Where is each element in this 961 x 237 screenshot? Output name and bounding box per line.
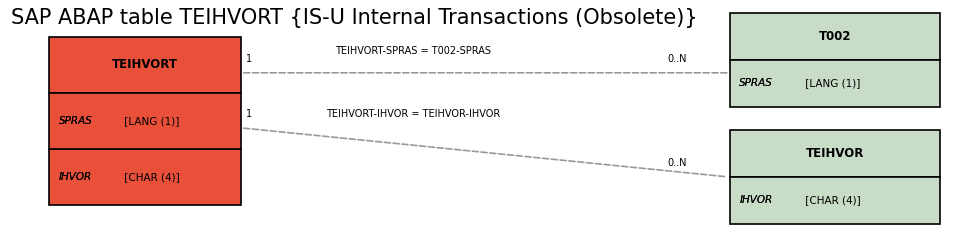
Text: [LANG (1)]: [LANG (1)] [801,78,860,88]
Text: [CHAR (4)]: [CHAR (4)] [121,172,180,182]
FancyBboxPatch shape [729,13,941,60]
Text: 0..N: 0..N [667,158,686,168]
Text: [LANG (1)]: [LANG (1)] [121,116,180,126]
Text: IHVOR: IHVOR [59,172,92,182]
Text: IHVOR: IHVOR [739,196,773,205]
Text: IHVOR: IHVOR [59,172,92,182]
Text: 0..N: 0..N [667,54,686,64]
Text: SPRAS: SPRAS [59,116,93,126]
Text: [CHAR (4)]: [CHAR (4)] [801,196,860,205]
Text: SPRAS: SPRAS [739,78,773,88]
FancyBboxPatch shape [729,60,941,107]
Text: 1: 1 [246,54,252,64]
Text: SPRAS: SPRAS [59,116,93,126]
FancyBboxPatch shape [49,36,241,93]
FancyBboxPatch shape [729,177,941,224]
Text: IHVOR: IHVOR [739,196,773,205]
Text: SAP ABAP table TEIHVORT {IS-U Internal Transactions (Obsolete)}: SAP ABAP table TEIHVORT {IS-U Internal T… [11,9,698,28]
FancyBboxPatch shape [729,130,941,177]
Text: SPRAS: SPRAS [739,78,773,88]
Text: TEIHVOR: TEIHVOR [806,147,864,160]
Text: TEIHVORT-IHVOR = TEIHVOR-IHVOR: TEIHVORT-IHVOR = TEIHVOR-IHVOR [327,109,501,119]
FancyBboxPatch shape [49,93,241,149]
Text: TEIHVORT: TEIHVORT [112,58,178,71]
Text: 1: 1 [246,109,252,119]
FancyBboxPatch shape [49,149,241,205]
Text: T002: T002 [819,30,851,43]
Text: TEIHVORT-SPRAS = T002-SPRAS: TEIHVORT-SPRAS = T002-SPRAS [335,46,491,55]
